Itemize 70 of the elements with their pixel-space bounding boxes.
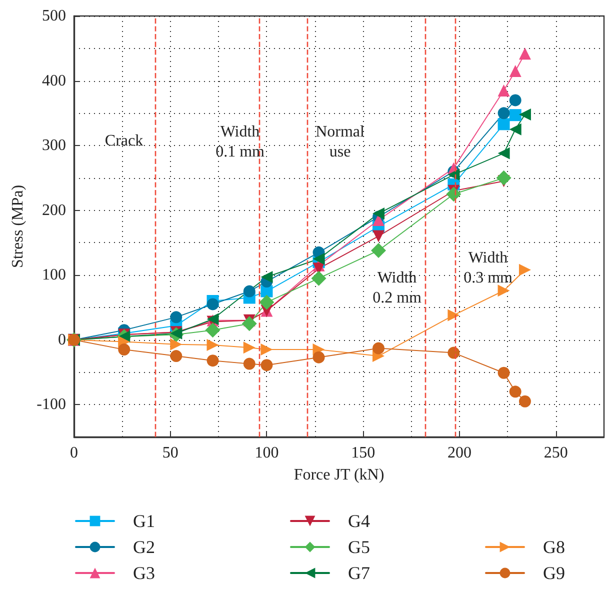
x-tick-label: 0 (70, 444, 78, 462)
point (170, 311, 182, 324)
point (509, 94, 522, 106)
x-tick-label: 200 (447, 444, 472, 462)
point (372, 230, 385, 242)
point (498, 107, 510, 120)
legend-label: G5 (348, 537, 370, 557)
legend-label: G8 (543, 537, 565, 557)
annotation: Normal use (316, 124, 365, 160)
x-tick-label: 50 (162, 444, 178, 462)
point (312, 252, 325, 265)
y-tick-label: 200 (42, 202, 66, 219)
point (498, 118, 510, 130)
point (243, 358, 256, 370)
point (170, 350, 182, 362)
point (243, 342, 256, 354)
legend-label: G3 (133, 563, 155, 583)
point (206, 298, 219, 310)
y-tick-label: 500 (42, 8, 66, 24)
legend-label: G2 (133, 537, 155, 557)
point (446, 186, 462, 202)
point (242, 316, 257, 332)
point (260, 359, 273, 372)
y-tick-label: 0 (58, 331, 66, 348)
point (260, 271, 273, 284)
point (170, 338, 182, 350)
legend-label: G9 (543, 563, 565, 583)
point (448, 346, 460, 359)
point (518, 108, 531, 120)
point (371, 242, 386, 258)
x-tick-label: 150 (351, 444, 376, 462)
point (509, 65, 522, 78)
point (260, 344, 273, 356)
point (518, 264, 531, 276)
point (498, 147, 510, 160)
point (312, 351, 325, 364)
x-tick-label: 250 (544, 444, 568, 462)
x-tick-label: 100 (254, 444, 279, 462)
point (243, 285, 256, 298)
point (509, 123, 522, 136)
point (259, 294, 274, 310)
legend-label: G1 (133, 511, 155, 531)
x-axis-title: Force JT (kN) (294, 466, 384, 484)
point (206, 339, 219, 352)
point (118, 344, 130, 356)
annotation: Width 0.2 mm (372, 270, 422, 306)
legend-label: G7 (348, 563, 370, 583)
point (206, 354, 219, 367)
point (509, 386, 522, 398)
point (372, 342, 385, 354)
point (498, 84, 510, 96)
point (448, 309, 460, 322)
y-tick-label: 100 (42, 266, 66, 284)
legend-label: G4 (348, 511, 370, 531)
point (311, 270, 326, 286)
y-tick-label: 400 (42, 72, 66, 90)
annotation: Crack (104, 132, 144, 150)
point (518, 395, 531, 408)
y-tick-label: -100 (36, 396, 66, 414)
point (498, 284, 510, 297)
annotation: Width 0.1 mm (216, 124, 265, 160)
point (518, 48, 531, 60)
point (372, 208, 385, 220)
point (205, 322, 220, 338)
y-tick-label: 300 (42, 137, 66, 154)
y-axis-title: Stress (MPa) (9, 184, 26, 268)
annotation: Width 0.3 mm (464, 250, 513, 286)
point (498, 366, 510, 379)
point (496, 170, 512, 186)
point (509, 109, 522, 122)
